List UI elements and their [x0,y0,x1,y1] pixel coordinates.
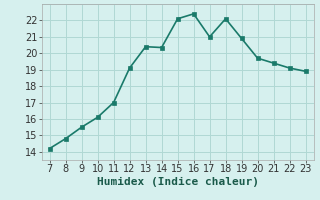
X-axis label: Humidex (Indice chaleur): Humidex (Indice chaleur) [97,177,259,187]
